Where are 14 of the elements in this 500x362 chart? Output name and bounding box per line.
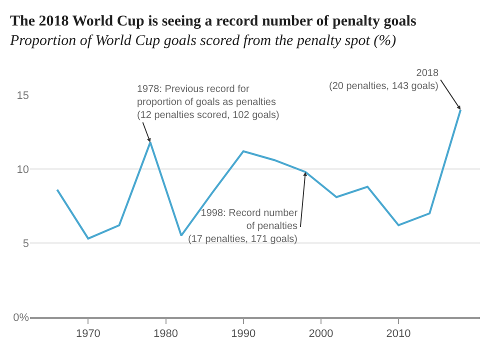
y-tick-label: 0% bbox=[13, 312, 30, 324]
x-tick-label: 2010 bbox=[386, 328, 411, 340]
x-tick-label: 2000 bbox=[308, 328, 334, 340]
x-tick-label: 1970 bbox=[76, 328, 100, 340]
x-tick-label: 1980 bbox=[154, 328, 178, 340]
annotation: 1978: Previous record for proportion of goals as penalties (12 penalties scored, 102 goals) bbox=[137, 84, 280, 121]
y-tick-label: 5 bbox=[22, 238, 29, 250]
chart-title: The 2018 World Cup is seeing a record number of penalty goals bbox=[10, 13, 416, 30]
annotation: 2018 (20 penalties, 143 goals) bbox=[329, 68, 439, 92]
y-tick-label: 10 bbox=[16, 164, 29, 176]
chart-subtitle: Proportion of World Cup goals scored from the penalty spot (%) bbox=[9, 32, 396, 49]
y-tick-label: 15 bbox=[16, 90, 29, 102]
annotation: 1998: Record number of penalties (17 penalties, 171 goals) bbox=[188, 208, 298, 245]
x-tick-label: 1990 bbox=[231, 328, 256, 340]
